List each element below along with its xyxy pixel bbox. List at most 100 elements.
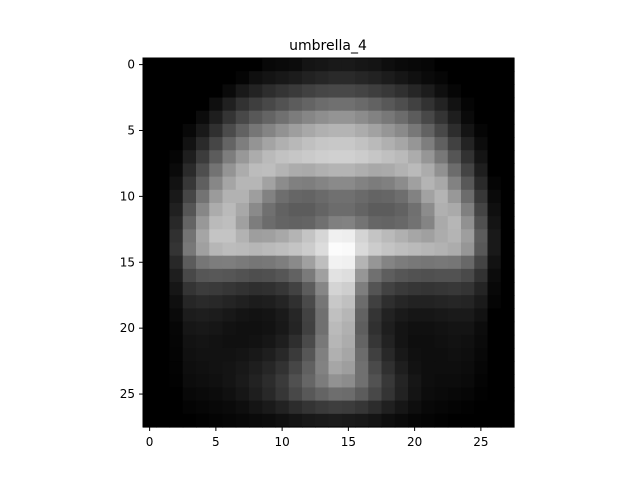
heatmap-cell: [315, 137, 330, 151]
heatmap-cell: [169, 110, 184, 125]
heatmap-cell: [169, 282, 184, 296]
heatmap-cell: [143, 137, 157, 151]
heatmap-cell: [235, 295, 250, 309]
heatmap-cell: [394, 137, 409, 151]
heatmap-cell: [328, 321, 343, 336]
heatmap-cell: [421, 282, 436, 296]
heatmap-cell: [341, 308, 356, 323]
heatmap-cell: [408, 58, 422, 72]
heatmap-cell: [262, 84, 277, 99]
heatmap-cell: [288, 361, 303, 375]
heatmap-cell: [169, 295, 184, 309]
heatmap-cell: [196, 295, 210, 309]
heatmap-cell: [196, 308, 210, 323]
heatmap-cell: [222, 361, 237, 375]
heatmap-cell: [408, 413, 422, 428]
heatmap-cell: [262, 295, 277, 309]
heatmap-cell: [394, 84, 409, 99]
heatmap-cell: [275, 295, 290, 309]
heatmap-cell: [461, 229, 475, 244]
heatmap-cell: [249, 413, 263, 428]
heatmap-cell: [461, 282, 475, 296]
heatmap-cell: [156, 361, 171, 375]
heatmap-cell: [341, 189, 356, 204]
heatmap-cell: [461, 202, 475, 217]
heatmap-cell: [394, 413, 409, 428]
heatmap-cell: [434, 97, 449, 112]
heatmap-cell: [262, 413, 277, 428]
heatmap-cell: [474, 282, 489, 296]
heatmap-cell: [474, 110, 489, 125]
heatmap-cell: [235, 321, 250, 336]
heatmap-cell: [288, 400, 303, 415]
heatmap-cell: [315, 347, 330, 362]
heatmap-cell: [302, 216, 316, 230]
heatmap-cell: [302, 361, 316, 375]
heatmap-cell: [182, 137, 197, 151]
heatmap-cell: [394, 347, 409, 362]
heatmap-cell: [209, 242, 224, 257]
heatmap-cell: [487, 58, 502, 72]
heatmap-cell: [341, 163, 356, 178]
heatmap-cell: [487, 202, 502, 217]
heatmap-cell: [487, 189, 502, 204]
heatmap-cell: [222, 321, 237, 336]
heatmap-cell: [328, 123, 343, 138]
heatmap-cell: [249, 110, 263, 125]
heatmap-cell: [209, 150, 224, 165]
heatmap-cell: [355, 163, 369, 178]
heatmap-cell: [461, 137, 475, 151]
heatmap-cell: [209, 255, 224, 270]
heatmap-cell: [143, 242, 157, 257]
heatmap-cell: [341, 347, 356, 362]
heatmap-cell: [156, 163, 171, 178]
heatmap-cell: [328, 176, 343, 191]
heatmap-cell: [355, 268, 369, 283]
heatmap-cell: [143, 255, 157, 270]
heatmap-cell: [143, 308, 157, 323]
heatmap-cell: [249, 242, 263, 257]
heatmap-cell: [169, 58, 184, 72]
heatmap-cell: [487, 347, 502, 362]
heatmap-cell: [169, 97, 184, 112]
heatmap-cell: [500, 84, 515, 99]
heatmap-cell: [368, 242, 383, 257]
heatmap-cell: [341, 321, 356, 336]
heatmap-cell: [355, 58, 369, 72]
heatmap-cell: [328, 334, 343, 349]
heatmap-cell: [288, 347, 303, 362]
heatmap-cell: [196, 347, 210, 362]
heatmap-cell: [355, 189, 369, 204]
heatmap-cell: [368, 137, 383, 151]
x-tick-label: 20: [407, 435, 422, 449]
heatmap-cell: [408, 71, 422, 85]
heatmap-cell: [302, 295, 316, 309]
heatmap-cell: [209, 123, 224, 138]
heatmap-cell: [196, 71, 210, 85]
heatmap-cell: [182, 58, 197, 72]
heatmap-cell: [156, 150, 171, 165]
heatmap-cell: [222, 58, 237, 72]
heatmap-cell: [222, 110, 237, 125]
heatmap-cell: [487, 242, 502, 257]
heatmap-cell: [487, 137, 502, 151]
heatmap-cell: [474, 400, 489, 415]
heatmap-cell: [209, 295, 224, 309]
heatmap-cell: [315, 58, 330, 72]
heatmap-cell: [421, 400, 436, 415]
heatmap-cell: [434, 268, 449, 283]
heatmap-cell: [235, 202, 250, 217]
heatmap-cell: [302, 334, 316, 349]
heatmap-cell: [182, 84, 197, 99]
heatmap-cell: [487, 84, 502, 99]
heatmap-cell: [421, 242, 436, 257]
heatmap-cell: [355, 71, 369, 85]
x-tick-label: 15: [341, 435, 356, 449]
heatmap-cell: [156, 58, 171, 72]
heatmap-cell: [461, 97, 475, 112]
heatmap-cell: [169, 71, 184, 85]
heatmap-cell: [368, 202, 383, 217]
heatmap-cell: [156, 308, 171, 323]
heatmap-cell: [275, 229, 290, 244]
heatmap-cell: [302, 110, 316, 125]
